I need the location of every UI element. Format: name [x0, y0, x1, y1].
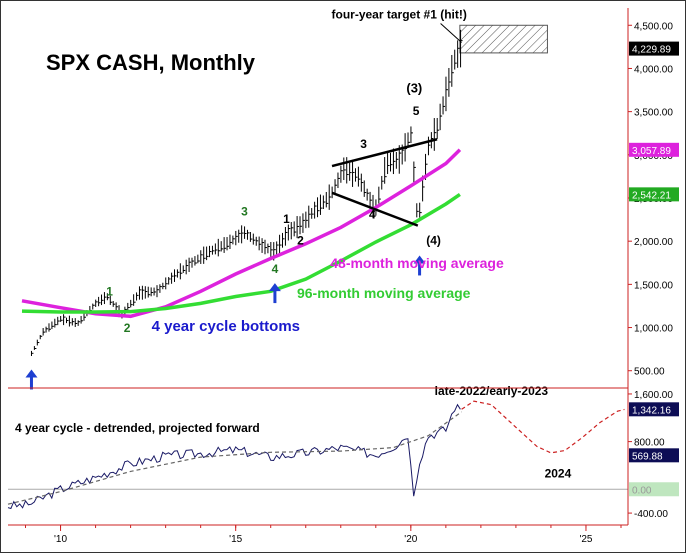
y-tick-label: 1,500.00: [634, 280, 673, 291]
annotation: 3: [241, 204, 248, 218]
value-tag-bg: [629, 402, 679, 417]
value-tag-bg: [629, 142, 679, 157]
x-axis: '10 '15 '20 '25: [8, 8, 629, 545]
y-tick-label: 3,500.00: [634, 108, 673, 119]
annotation: 48-month moving average: [330, 255, 504, 271]
y-tick-label: 500.00: [634, 367, 665, 378]
value-tag: 4,229.89: [632, 45, 671, 56]
arrow-head: [413, 255, 426, 264]
lower-panel: 1,600.00 800.00 -400.00 late-2022/early-202…: [7, 384, 679, 520]
target-leader: [440, 23, 462, 43]
value-tag-bg: [629, 187, 679, 202]
value-tag-bg: [629, 482, 679, 497]
y-tick-label: -400.00: [634, 509, 668, 520]
value-tag-bg: [629, 448, 679, 463]
annotation: 2: [124, 321, 131, 335]
value-tag: 1,342.16: [632, 405, 671, 416]
main-panel: SPX CASH, Monthly 500.00 1,000.00 1,500.00…: [21, 7, 679, 390]
y-tick-label: 2,000.00: [634, 237, 673, 248]
annotation: 1: [283, 212, 290, 226]
cycle-bottom-arrow: [413, 255, 426, 276]
main-title: SPX CASH, Monthly: [46, 50, 256, 75]
annotation: 3: [360, 137, 367, 151]
annotation: 5: [413, 104, 420, 118]
x-tick-label: '25: [579, 534, 592, 545]
projection-line: [461, 400, 625, 454]
ma96-line: [21, 192, 461, 314]
y-tick-label: 1,000.00: [634, 324, 673, 335]
arrow-head: [268, 283, 281, 292]
cycle-bottom-arrow: [268, 283, 281, 304]
annotation: 96-month moving average: [297, 285, 471, 301]
cycle-bottom-arrow: [25, 369, 38, 390]
x-tick-label: '10: [54, 534, 67, 545]
value-tag-bg: [629, 41, 679, 56]
y-tick-label: 1,600.00: [634, 390, 673, 401]
y-tick-label: 800.00: [634, 438, 665, 449]
annotation: 4: [272, 262, 279, 276]
y-tick-label: 4,000.00: [634, 64, 673, 75]
ma48-line: [21, 148, 462, 319]
annotation: 1: [106, 285, 113, 299]
value-tag: 0.00: [632, 485, 652, 496]
annotation: (3): [406, 81, 422, 96]
annotation: late-2022/early-2023: [435, 384, 549, 398]
annotation: four-year target #1 (hit!): [332, 7, 467, 21]
value-tag: 569.88: [632, 451, 663, 462]
annotation: 4 year cycle bottoms: [152, 318, 300, 335]
target-zone: [459, 24, 548, 54]
annotation: 4: [369, 208, 376, 222]
x-tick-label: '20: [404, 534, 417, 545]
annotation: 2: [297, 234, 304, 248]
detrended-line: [7, 403, 461, 510]
annotation: (4): [426, 234, 441, 248]
value-tag: 2,542.21: [632, 190, 671, 201]
x-tick-label: '15: [229, 534, 242, 545]
trendline: [331, 138, 438, 168]
trendline: [331, 191, 419, 227]
annotation: 2024: [545, 466, 572, 480]
arrow-head: [25, 369, 38, 378]
cycle-line: [7, 411, 462, 505]
value-tag: 3,057.89: [632, 146, 671, 157]
y-tick-label: 4,500.00: [634, 21, 673, 32]
annotation: 4 year cycle - detrended, projected forw…: [15, 421, 260, 435]
